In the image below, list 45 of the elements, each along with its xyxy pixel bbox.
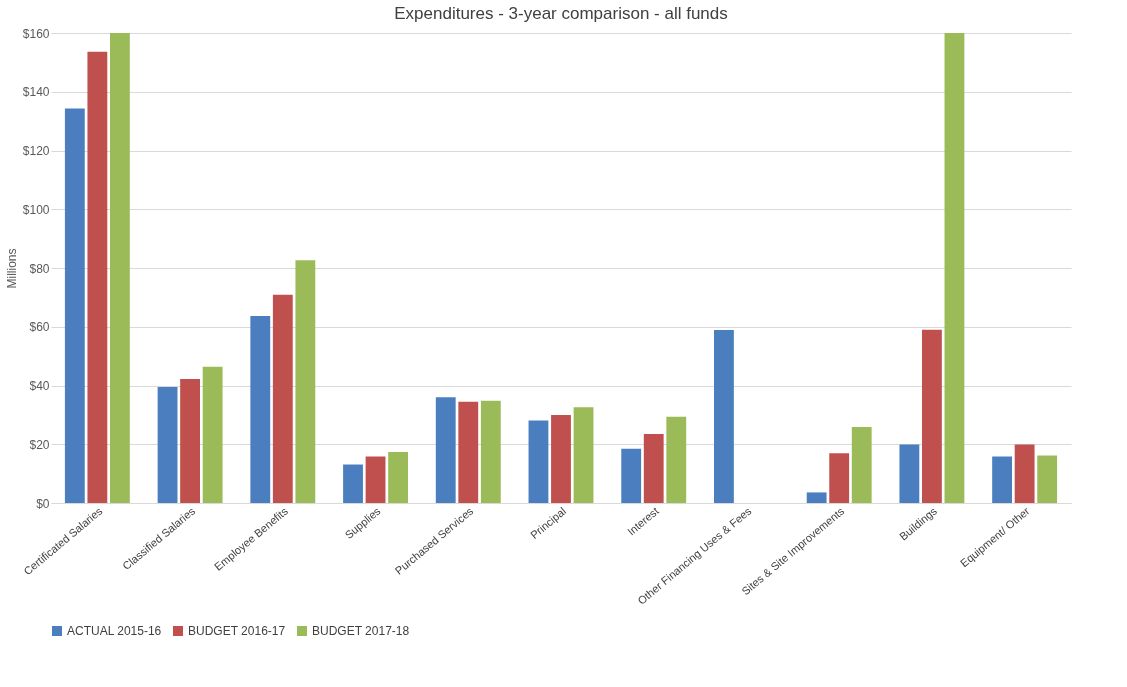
bar: [944, 33, 965, 503]
bar: [64, 108, 85, 503]
bar: [899, 444, 920, 503]
bar: [551, 414, 571, 503]
bar: [480, 400, 501, 503]
y-tick-label: $80: [29, 261, 50, 276]
bar: [343, 464, 363, 503]
bar: [388, 451, 408, 503]
bar: [992, 456, 1013, 503]
bar: [528, 420, 549, 503]
bar: [295, 260, 316, 503]
bar: [202, 366, 223, 503]
y-tick-label: $0: [36, 496, 50, 511]
legend-label: BUDGET 2017-18: [312, 624, 410, 638]
bar: [573, 407, 594, 503]
legend-label: ACTUAL 2015-16: [67, 624, 162, 638]
bar: [806, 492, 827, 503]
chart-title: Expenditures - 3-year comparison - all funds: [394, 4, 728, 23]
bar: [714, 329, 734, 503]
legend-label: BUDGET 2016-17: [188, 624, 286, 638]
bar: [621, 448, 642, 503]
y-tick-label: $40: [29, 379, 50, 393]
bar: [666, 416, 687, 503]
bar: [851, 426, 872, 503]
y-tick-label: $100: [22, 202, 50, 217]
bar: [87, 51, 108, 503]
bar: [458, 401, 479, 503]
bar: [272, 294, 293, 503]
bar: [921, 329, 942, 503]
bar: [1014, 444, 1035, 503]
bar: [109, 33, 130, 503]
bar: [157, 386, 178, 503]
y-axis-title: Millions: [4, 248, 19, 289]
bar: [250, 315, 271, 503]
y-tick-label: $140: [22, 85, 50, 100]
y-tick-label: $60: [29, 320, 50, 335]
bar: [829, 453, 850, 503]
bar: [180, 379, 201, 503]
bar: [1037, 455, 1058, 503]
y-tick-label: $120: [22, 144, 50, 158]
bar: [365, 456, 386, 503]
bar: [435, 397, 456, 503]
y-tick-label: $160: [22, 26, 50, 41]
y-tick-label: $20: [29, 437, 50, 452]
bar: [643, 433, 664, 503]
